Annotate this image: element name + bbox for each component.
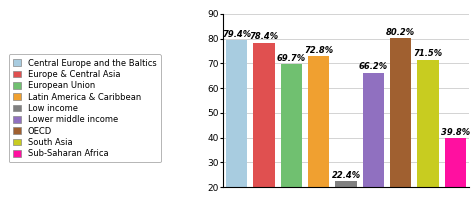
Bar [226,40,247,197]
Bar [445,138,466,197]
Legend: Central Europe and the Baltics, Europe & Central Asia, European Union, Latin Ame: Central Europe and the Baltics, Europe &… [9,54,161,162]
Text: 69.7%: 69.7% [277,54,306,63]
Bar [335,181,357,197]
Text: 22.4%: 22.4% [331,171,361,180]
Text: 78.4%: 78.4% [249,32,278,41]
Bar [390,38,411,197]
Bar [418,60,439,197]
Text: 39.8%: 39.8% [441,128,470,137]
Text: 80.2%: 80.2% [386,28,415,37]
Bar [308,56,329,197]
Text: 79.4%: 79.4% [222,30,251,39]
Bar [281,64,302,197]
Text: 71.5%: 71.5% [414,49,443,58]
Text: 66.2%: 66.2% [359,62,388,71]
Bar [363,73,384,197]
Text: 72.8%: 72.8% [304,46,333,55]
Bar [253,43,274,197]
